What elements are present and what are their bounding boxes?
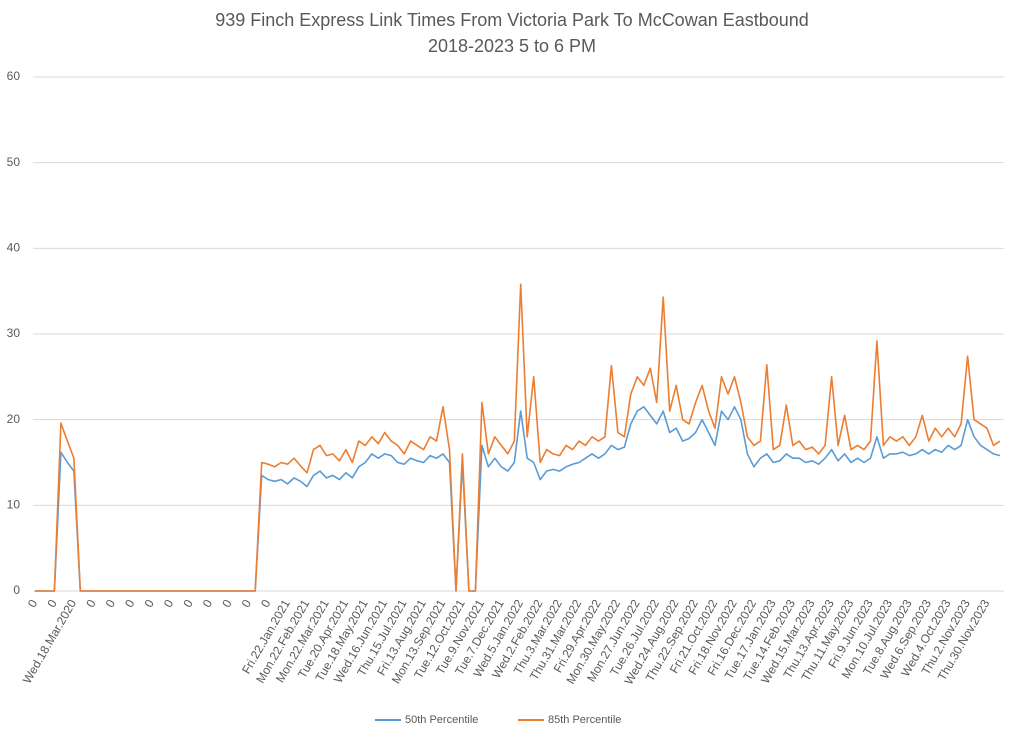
legend-label: 50th Percentile	[405, 714, 478, 726]
series-line	[35, 283, 1001, 592]
y-tick-label: 50	[7, 155, 21, 169]
legend-label: 85th Percentile	[548, 714, 621, 726]
y-tick-label: 60	[7, 69, 21, 83]
y-tick-label: 0	[13, 583, 20, 597]
y-tick-label: 30	[7, 326, 21, 340]
chart-subtitle: 2018-2023 5 to 6 PM	[428, 36, 596, 56]
y-tick-label: 20	[7, 412, 21, 426]
y-tick-label: 10	[7, 498, 21, 512]
y-tick-label: 40	[7, 241, 21, 255]
chart-title: 939 Finch Express Link Times From Victor…	[215, 10, 809, 30]
